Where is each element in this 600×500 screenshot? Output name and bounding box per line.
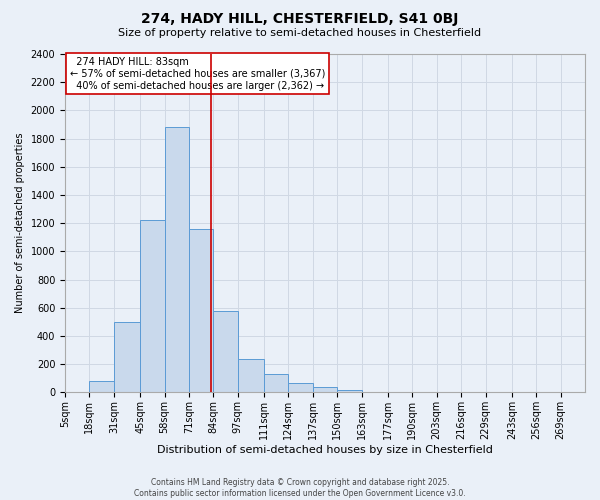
Bar [313,387,337,392]
X-axis label: Distribution of semi-detached houses by size in Chesterfield: Distribution of semi-detached houses by … [157,445,493,455]
Bar [264,374,289,392]
Text: Contains HM Land Registry data © Crown copyright and database right 2025.
Contai: Contains HM Land Registry data © Crown c… [134,478,466,498]
Text: Size of property relative to semi-detached houses in Chesterfield: Size of property relative to semi-detach… [118,28,482,38]
Bar [89,381,114,392]
Bar [114,322,140,392]
Bar [214,310,238,392]
Bar [189,229,214,392]
Bar [140,220,164,392]
Bar [238,358,264,392]
Bar [289,382,313,392]
Text: 274 HADY HILL: 83sqm
← 57% of semi-detached houses are smaller (3,367)
  40% of : 274 HADY HILL: 83sqm ← 57% of semi-detac… [70,58,326,90]
Bar [164,128,189,392]
Y-axis label: Number of semi-detached properties: Number of semi-detached properties [15,133,25,314]
Text: 274, HADY HILL, CHESTERFIELD, S41 0BJ: 274, HADY HILL, CHESTERFIELD, S41 0BJ [142,12,458,26]
Bar [337,390,362,392]
